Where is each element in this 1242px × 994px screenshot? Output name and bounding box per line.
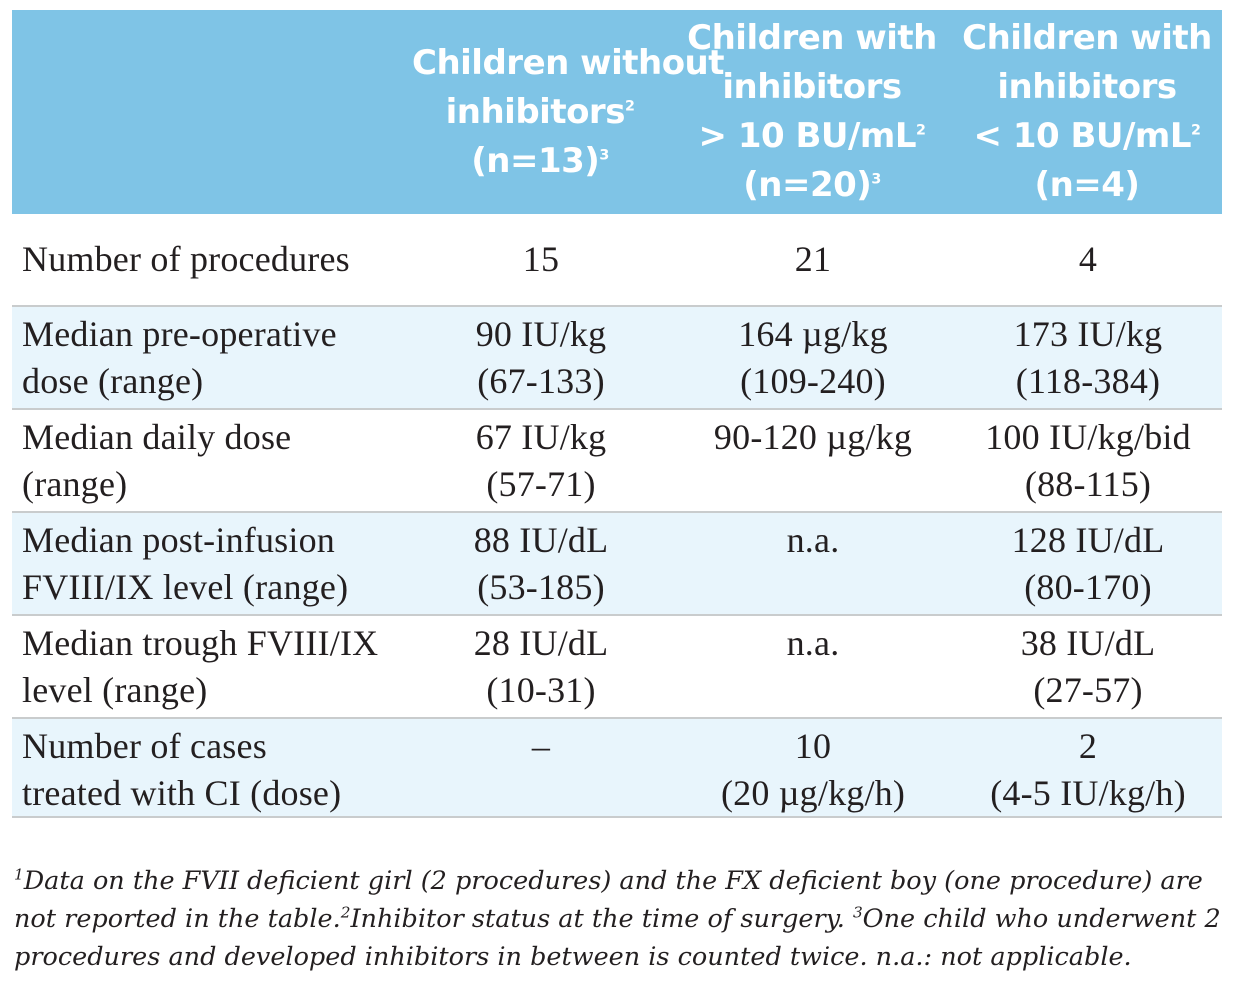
cell-inhibitors-low: 128 IU/dL (80-170)	[1011, 520, 1165, 607]
header-empty-cell	[12, 10, 408, 214]
row-label: Median pre-operative dose (range)	[22, 314, 337, 401]
header-line: inhibitors2	[445, 91, 635, 132]
header-children-without-inhibitors: Children without inhibitors2 (n=13)3	[408, 10, 725, 214]
table-row-median-trough-level: Median trough FVIII/IX level (range) 28 I…	[12, 615, 1222, 718]
row-label: Median trough FVIII/IX level (range)	[22, 623, 379, 710]
row-label: Number of procedures	[22, 239, 350, 279]
header-line: (n=4)	[1034, 165, 1140, 205]
footnote-line: 1Data on the FVII deficient girl (2 proc…	[14, 865, 1203, 896]
table-row-median-pre-operative-dose: Median pre-operative dose (range) 90 IU/k…	[12, 306, 1222, 409]
table-footnote: 1Data on the FVII deficient girl (2 proc…	[14, 862, 1224, 976]
table-row-median-daily-dose: Median daily dose (range) 67 IU/kg (57-71)…	[12, 409, 1222, 512]
header-children-with-inhibitors-low: Children with inhibitors < 10 BU/mL2 (n=…	[952, 10, 1222, 214]
cell-without-inhibitors: 28 IU/dL (10-31)	[473, 623, 609, 710]
cell-without-inhibitors: –	[531, 726, 551, 766]
header-line: inhibitors	[997, 67, 1177, 107]
row-label: Median daily dose (range)	[22, 417, 292, 504]
cell-inhibitors-low: 4	[1078, 239, 1098, 279]
table-bottom-rule	[12, 816, 1222, 818]
cell-inhibitors-low: 38 IU/dL (27-57)	[1020, 623, 1156, 710]
header-line: Children with	[962, 18, 1212, 58]
row-label: Median post-infusion FVIII/IX level (rang…	[22, 520, 349, 607]
header-line: < 10 BU/mL2	[973, 116, 1201, 156]
cell-inhibitors-low: 173 IU/kg (118-384)	[1013, 314, 1163, 401]
table-row-cases-treated-with-ci: Number of cases treated with CI (dose) – …	[12, 718, 1222, 818]
cell-inhibitors-high: 10 (20 µg/kg/h)	[720, 726, 906, 813]
header-line: Children without	[412, 42, 725, 83]
table-row-number-of-procedures: Number of procedures 15 21 4	[12, 214, 1222, 306]
cell-without-inhibitors: 90 IU/kg (67-133)	[475, 314, 607, 401]
cell-inhibitors-high: 90-120 µg/kg	[713, 417, 913, 457]
surgery-data-table: Children without inhibitors2 (n=13)3 Chi…	[12, 10, 1222, 818]
cell-inhibitors-high: n.a.	[786, 623, 840, 663]
table-row-median-post-infusion-level: Median post-infusion FVIII/IX level (rang…	[12, 512, 1222, 615]
cell-inhibitors-high: n.a.	[786, 520, 840, 560]
cell-inhibitors-low: 2 (4-5 IU/kg/h)	[990, 726, 1186, 813]
header-line: inhibitors	[722, 67, 902, 107]
header-line: Children with	[687, 18, 937, 58]
cell-inhibitors-high: 21	[794, 239, 832, 279]
cell-without-inhibitors: 15	[522, 239, 560, 279]
header-line: (n=20)3	[743, 165, 881, 205]
header-children-with-inhibitors-high: Children with inhibitors > 10 BU/mL2 (n=…	[672, 10, 952, 214]
cell-without-inhibitors: 88 IU/dL (53-185)	[473, 520, 609, 607]
cell-inhibitors-low: 100 IU/kg/bid (88-115)	[985, 417, 1191, 504]
row-label: Number of cases treated with CI (dose)	[22, 726, 342, 813]
footnote-line: procedures and developed inhibitors in b…	[14, 942, 1132, 972]
footnote-line: not reported in the table.2Inhibitor sta…	[14, 903, 1221, 934]
header-line: (n=13)3	[471, 140, 609, 181]
cell-inhibitors-high: 164 µg/kg (109-240)	[738, 314, 888, 401]
cell-without-inhibitors: 67 IU/kg (57-71)	[475, 417, 607, 504]
table-header-row: Children without inhibitors2 (n=13)3 Chi…	[12, 10, 1222, 214]
header-line: > 10 BU/mL2	[698, 116, 926, 156]
